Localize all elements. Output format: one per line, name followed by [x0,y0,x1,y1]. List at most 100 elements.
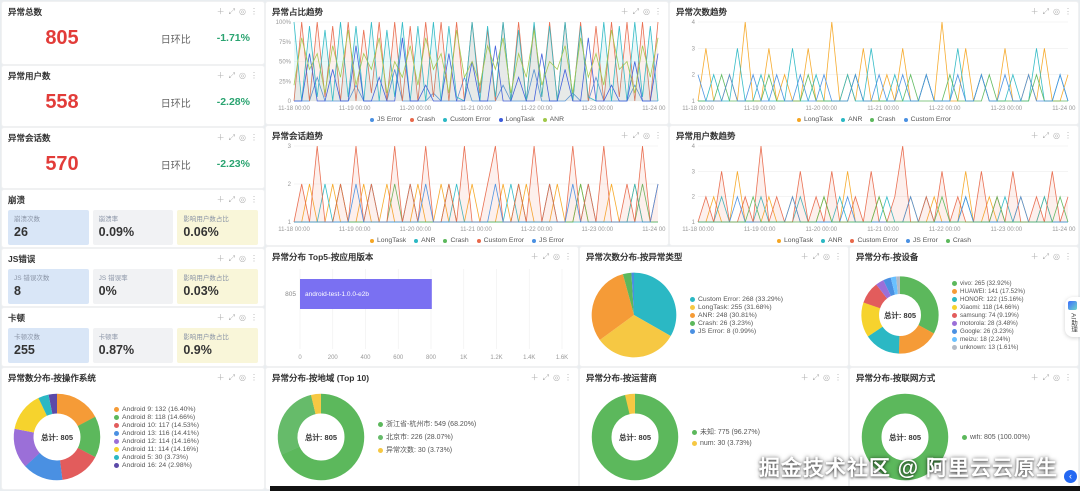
pin-icon[interactable]: ＋ [216,254,225,263]
legend-item[interactable]: JS Error [370,116,402,123]
pin-icon[interactable]: ＋ [216,313,225,322]
legend-item[interactable]: Custom Error [850,237,898,244]
donut-chart-canvas[interactable]: 总计: 805 [274,390,368,484]
legend-item[interactable]: Android 13: 116 (14.41%) [114,430,256,437]
more-icon[interactable]: ⋮ [250,254,258,263]
ai-assistant-tab[interactable]: AI助理 [1065,297,1080,338]
pin-icon[interactable]: ＋ [1030,7,1039,16]
legend-item[interactable]: LongTask [777,237,813,244]
legend-item[interactable]: unknown: 13 (1.61%) [952,344,1070,351]
eye-icon[interactable]: ◎ [1053,131,1060,140]
legend-item[interactable]: motorola: 28 (3.48%) [952,320,1070,327]
legend-item[interactable]: Custom Error [476,237,524,244]
legend-item[interactable]: Google: 26 (3.23%) [952,328,1070,335]
fullscreen-icon[interactable]: ⤢ [632,131,640,140]
donut-chart-canvas[interactable]: 总计: 805 [10,390,104,484]
fullscreen-icon[interactable]: ⤢ [1042,131,1050,140]
legend-item[interactable]: Custom Error [903,116,951,123]
legend-item[interactable]: samsung: 74 (9.19%) [952,312,1070,319]
more-icon[interactable]: ⋮ [250,133,258,142]
pin-icon[interactable]: ＋ [216,373,225,382]
eye-icon[interactable]: ◎ [239,195,246,204]
more-icon[interactable]: ⋮ [1064,373,1072,382]
eye-icon[interactable]: ◎ [239,133,246,142]
more-icon[interactable]: ⋮ [250,7,258,16]
pin-icon[interactable]: ＋ [530,373,539,382]
eye-icon[interactable]: ◎ [239,373,246,382]
eye-icon[interactable]: ◎ [553,373,560,382]
fullscreen-icon[interactable]: ⤢ [542,252,550,261]
line-chart-canvas[interactable]: 4 3 2 1 11-18 00:00 11-19 00:00 11-20 00:00 11-… [672,141,1076,233]
collapse-button[interactable]: ‹ [1064,470,1077,483]
legend-item[interactable]: 浙江省-杭州市: 549 (68.20%) [378,419,570,429]
legend-item[interactable]: Custom Error [443,116,491,123]
legend-item[interactable]: ANR: 248 (30.81%) [690,312,840,319]
eye-icon[interactable]: ◎ [239,7,246,16]
fullscreen-icon[interactable]: ⤢ [228,133,236,142]
legend-item[interactable]: HONOR: 122 (15.16%) [952,296,1070,303]
more-icon[interactable]: ⋮ [250,373,258,382]
more-icon[interactable]: ⋮ [564,373,572,382]
fullscreen-icon[interactable]: ⤢ [812,252,820,261]
legend-item[interactable]: Android 11: 114 (14.16%) [114,446,256,453]
legend-item[interactable]: vivo: 265 (32.92%) [952,280,1070,287]
legend-item[interactable]: LongTask [370,237,406,244]
fullscreen-icon[interactable]: ⤢ [228,7,236,16]
fullscreen-icon[interactable]: ⤢ [1042,373,1050,382]
fullscreen-icon[interactable]: ⤢ [812,373,820,382]
legend-item[interactable]: LongTask: 255 (31.68%) [690,304,840,311]
legend-item[interactable]: ANR [542,116,564,123]
eye-icon[interactable]: ◎ [643,131,650,140]
legend-item[interactable]: Crash [945,237,971,244]
more-icon[interactable]: ⋮ [834,373,842,382]
eye-icon[interactable]: ◎ [1053,373,1060,382]
legend-item[interactable]: Android 5: 30 (3.73%) [114,454,256,461]
pin-icon[interactable]: ＋ [1030,373,1039,382]
more-icon[interactable]: ⋮ [1064,7,1072,16]
legend-item[interactable]: ANR [821,237,842,244]
fullscreen-icon[interactable]: ⤢ [542,373,550,382]
pin-icon[interactable]: ＋ [530,252,539,261]
legend-item[interactable]: Android 10: 117 (14.53%) [114,422,256,429]
eye-icon[interactable]: ◎ [1053,252,1060,261]
pin-icon[interactable]: ＋ [620,131,629,140]
more-icon[interactable]: ⋮ [250,313,258,322]
pin-icon[interactable]: ＋ [216,71,225,80]
more-icon[interactable]: ⋮ [1064,131,1072,140]
pin-icon[interactable]: ＋ [1030,252,1039,261]
more-icon[interactable]: ⋮ [654,7,662,16]
pie-chart-canvas[interactable] [588,269,680,361]
fullscreen-icon[interactable]: ⤢ [1042,252,1050,261]
legend-item[interactable]: Crash [443,237,469,244]
eye-icon[interactable]: ◎ [823,373,830,382]
pin-icon[interactable]: ＋ [620,7,629,16]
legend-item[interactable]: num: 30 (3.73%) [692,440,840,447]
pin-icon[interactable]: ＋ [216,133,225,142]
donut-chart-canvas[interactable]: 总计: 805 [858,390,952,484]
eye-icon[interactable]: ◎ [239,254,246,263]
legend-item[interactable]: JS Error: 8 (0.99%) [690,328,840,335]
eye-icon[interactable]: ◎ [643,7,650,16]
fullscreen-icon[interactable]: ⤢ [632,7,640,16]
more-icon[interactable]: ⋮ [564,252,572,261]
fullscreen-icon[interactable]: ⤢ [1042,7,1050,16]
legend-item[interactable]: ANR [414,237,435,244]
legend-item[interactable]: Android 12: 114 (14.16%) [114,438,256,445]
pin-icon[interactable]: ＋ [800,373,809,382]
legend-item[interactable]: Android 9: 132 (16.40%) [114,406,256,413]
legend-item[interactable]: HUAWEI: 141 (17.52%) [952,288,1070,295]
pin-icon[interactable]: ＋ [216,195,225,204]
legend-item[interactable]: meizu: 18 (2.24%) [952,336,1070,343]
eye-icon[interactable]: ◎ [239,71,246,80]
pin-icon[interactable]: ＋ [216,7,225,16]
legend-item[interactable]: JS Error [905,237,938,244]
line-chart-canvas[interactable]: 100% 75% 50% 25% 0 11-18 00:00 11-19 00:00 11-2… [268,17,666,112]
legend-item[interactable]: Android 16: 24 (2.98%) [114,462,256,469]
legend-item[interactable]: LongTask [796,116,833,123]
bar-chart-canvas[interactable]: 0 200 400 600 800 1K 1.2K 1.4K 1.6K 805 android-te… [270,263,574,362]
legend-item[interactable]: wifi: 805 (100.00%) [962,434,1070,441]
legend-item[interactable]: Android 8: 118 (14.66%) [114,414,256,421]
eye-icon[interactable]: ◎ [1053,7,1060,16]
more-icon[interactable]: ⋮ [250,195,258,204]
more-icon[interactable]: ⋮ [1064,252,1072,261]
